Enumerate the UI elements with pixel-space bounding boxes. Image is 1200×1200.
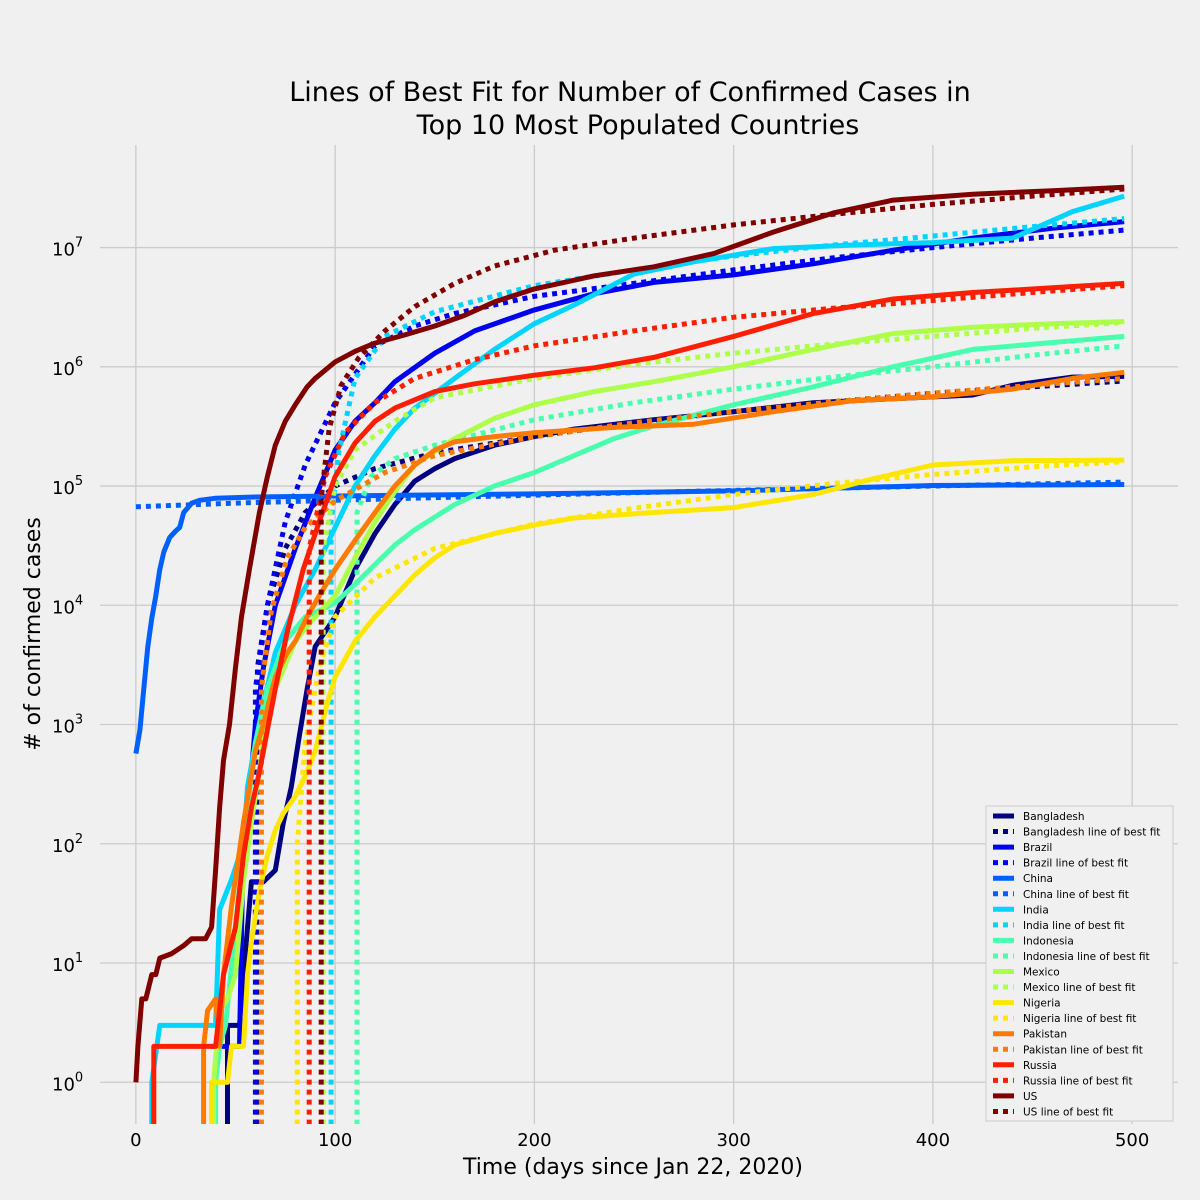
legend-label: China — [1023, 873, 1053, 885]
chart-title-line-2: Top 10 Most Populated Countries — [416, 110, 860, 141]
legend-label: US line of best fit — [1023, 1106, 1113, 1118]
series-layer — [133, 184, 1125, 1124]
chart-title-line-1: Lines of Best Fit for Number of Confirme… — [289, 77, 971, 108]
y-tick-label: 107 — [52, 236, 83, 261]
series-russia — [151, 280, 1125, 1124]
y-tick-label: 101 — [52, 951, 83, 976]
x-tick-label: 100 — [318, 1130, 352, 1151]
x-tick-label: 0 — [130, 1130, 141, 1151]
legend-label: Russia line of best fit — [1023, 1075, 1133, 1087]
legend-label: Brazil line of best fit — [1023, 858, 1128, 870]
y-tick-label: 103 — [52, 713, 83, 738]
y-tick-label: 104 — [52, 593, 83, 618]
x-tick-labels: 0 100 200 300 400 500 — [130, 1130, 1149, 1151]
legend-label: Nigeria line of best fit — [1023, 1013, 1136, 1025]
series-pakistan-line-of-best-fit — [258, 375, 1125, 1124]
legend-label: Pakistan line of best fit — [1023, 1044, 1143, 1056]
series-nigeria — [209, 457, 1125, 1124]
y-tick-labels: 100 101 102 103 104 105 106 107 — [52, 236, 83, 1096]
legend: Bangladesh Bangladesh line of best fit Bra… — [985, 805, 1174, 1122]
legend-label: Brazil — [1023, 842, 1052, 854]
legend-frame — [985, 805, 1174, 1122]
series-india-line-of-best-fit — [328, 216, 1125, 1124]
legend-label: Indonesia line of best fit — [1023, 951, 1150, 963]
legend-label: Bangladesh line of best fit — [1023, 827, 1160, 839]
legend-label: Nigeria — [1023, 998, 1061, 1010]
y-tick-label: 100 — [52, 1070, 83, 1095]
legend-label: Indonesia — [1023, 935, 1074, 947]
series-brazil-line-of-best-fit — [252, 227, 1125, 1124]
series-russia-line-of-best-fit — [306, 283, 1125, 1124]
x-axis-label: Time (days since Jan 22, 2020) — [462, 1155, 803, 1180]
series-us — [133, 184, 1125, 1083]
y-tick-label: 106 — [52, 355, 83, 380]
legend-label: China line of best fit — [1023, 889, 1129, 901]
legend-label: Russia — [1023, 1060, 1057, 1072]
x-tick-label: 300 — [716, 1130, 750, 1151]
legend-label: US — [1023, 1091, 1038, 1103]
y-axis-label: # of confirmed cases — [21, 517, 46, 751]
x-tick-label: 500 — [1115, 1130, 1149, 1151]
series-china-line-of-best-fit — [135, 479, 1125, 510]
y-tick-label: 105 — [52, 474, 83, 499]
x-tick-label: 200 — [517, 1130, 551, 1151]
legend-label: Mexico line of best fit — [1023, 982, 1136, 994]
legend-label: Bangladesh — [1023, 811, 1085, 823]
x-tick-label: 400 — [916, 1130, 950, 1151]
gridlines — [100, 145, 1178, 1124]
series-mexico — [211, 319, 1125, 1124]
legend-label: Mexico — [1023, 967, 1060, 979]
series-us-line-of-best-fit — [318, 186, 1125, 1124]
legend-label: Pakistan — [1023, 1029, 1067, 1041]
y-tick-label: 102 — [52, 832, 83, 857]
legend-label: India line of best fit — [1023, 920, 1125, 932]
legend-label: India — [1023, 904, 1049, 916]
